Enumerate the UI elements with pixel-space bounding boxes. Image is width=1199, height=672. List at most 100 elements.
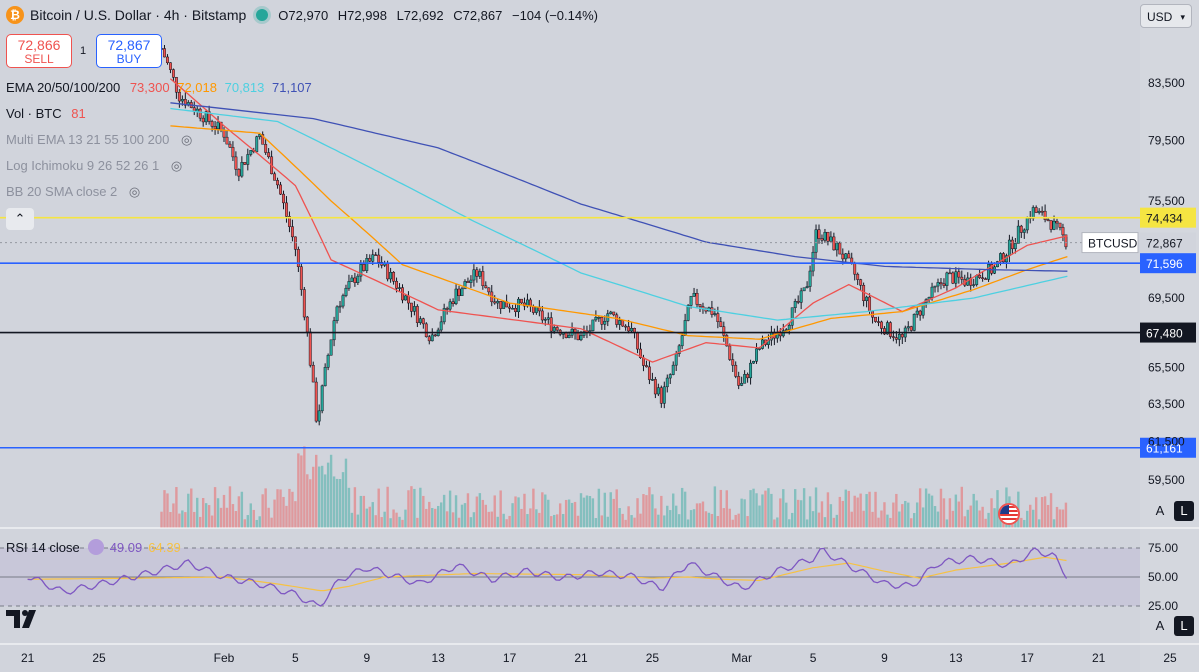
rsi-label: RSI 14 close (6, 539, 80, 555)
candle-body (508, 306, 512, 309)
volume-bar (954, 494, 958, 528)
eye-off-icon[interactable]: ◎ (170, 158, 183, 173)
candle-body (680, 335, 684, 347)
volume-bar (362, 495, 366, 528)
volume-bar (692, 509, 696, 528)
candle-body (463, 281, 467, 290)
candle-body (484, 285, 488, 289)
volume-bar (597, 488, 601, 528)
eye-off-icon[interactable]: ◎ (128, 184, 141, 199)
volume-bar (556, 514, 559, 528)
volume-bar (1043, 496, 1047, 528)
candle-body (692, 292, 696, 297)
volume-bar (936, 511, 940, 528)
currency-select[interactable]: USD ▾ (1140, 4, 1192, 28)
candle-body (311, 364, 315, 383)
volume-bar (704, 511, 708, 528)
volume-bar (1061, 509, 1065, 528)
volume-bar (356, 514, 360, 528)
candle-body (341, 295, 345, 307)
volume-legend[interactable]: Vol · BTC 81 (6, 106, 86, 121)
candle-body (936, 282, 940, 287)
volume-bar (380, 517, 383, 528)
candle-body (636, 332, 639, 350)
price-tick-label: 59,500 (1148, 473, 1185, 487)
candle-body (567, 334, 571, 338)
candle-body (365, 258, 369, 271)
volume-bar (282, 496, 285, 528)
candle-body (368, 258, 372, 262)
time-tick-label: 9 (881, 651, 888, 665)
auto-scale-button[interactable]: A (1155, 503, 1165, 518)
candle-body (957, 271, 961, 278)
symbol-title[interactable]: Bitcoin / U.S. Dollar · 4h · Bitstamp (30, 7, 247, 23)
volume-bar (817, 512, 821, 528)
ema-legend[interactable]: EMA 20/50/100/200 73,300 72,018 70,813 7… (6, 80, 312, 95)
volume-bar (930, 495, 934, 528)
volume-bar (710, 513, 714, 528)
candle-body (234, 156, 238, 170)
volume-bar (526, 514, 529, 528)
log-scale-button[interactable]: L (1174, 501, 1194, 521)
volume-bar (243, 519, 247, 528)
candle-body (305, 316, 309, 333)
volume-bar (862, 510, 865, 528)
bb-legend[interactable]: BB 20 SMA close 2 ◎ (6, 184, 140, 200)
volume-bar (669, 510, 672, 528)
rsi-log-scale-button[interactable]: L (1174, 616, 1194, 636)
volume-bar (731, 519, 734, 528)
candle-body (665, 377, 669, 388)
volume-bar (532, 488, 535, 528)
candle-body (939, 282, 943, 285)
volume-bar (201, 498, 205, 528)
volume-bar (249, 503, 252, 528)
multi-ema-legend[interactable]: Multi EMA 13 21 55 100 200 ◎ (6, 132, 192, 148)
volume-bar (285, 505, 288, 528)
volume-bar (383, 511, 386, 528)
candle-body (1043, 210, 1047, 220)
candle-body (347, 281, 351, 289)
buy-button[interactable]: 72,867 BUY (96, 34, 162, 68)
candle-body (540, 310, 544, 321)
candle-body (737, 376, 741, 386)
axes: 83,500 79,500 75,500 69,500 65,500 63,500 61,5… (0, 76, 1199, 665)
candle-body (624, 325, 628, 328)
volume-bar (921, 507, 925, 528)
candle-body (210, 121, 214, 127)
volume-bar (654, 508, 657, 528)
candle-body (728, 345, 732, 360)
volume-bar (871, 511, 874, 528)
candle-body (883, 328, 886, 335)
candle-body (1037, 210, 1041, 213)
candle-body (710, 307, 714, 315)
candle-body (249, 150, 253, 155)
candle-body (166, 56, 169, 63)
candle-body (502, 301, 506, 309)
level-price-tag (1140, 207, 1196, 228)
price-tick-label: 63,500 (1148, 397, 1185, 411)
volume-bar (799, 500, 803, 528)
tradingview-logo-icon[interactable] (6, 608, 42, 636)
eye-off-icon[interactable]: ◎ (180, 132, 193, 147)
rsi-legend[interactable]: RSI 14 close 49.09 64.39 (6, 539, 181, 555)
rsi-auto-scale-button[interactable]: A (1155, 618, 1165, 633)
candle-body (817, 229, 821, 239)
volume-bar (725, 490, 728, 528)
us-flag-icon[interactable] (998, 503, 1020, 525)
candle-body (576, 332, 580, 341)
rsi-settings-icon[interactable] (87, 539, 104, 555)
ichimoku-legend[interactable]: Log Ichimoku 9 26 52 26 1 ◎ (6, 158, 182, 174)
sell-button[interactable]: 72,866 SELL (6, 34, 72, 68)
candle-body (326, 354, 330, 368)
volume-bar (496, 516, 499, 528)
candle-body (171, 69, 175, 78)
collapse-legend-button[interactable]: ⌃ (6, 208, 34, 230)
volume-bar (984, 518, 987, 528)
candle-body (880, 321, 883, 329)
volume-bar (594, 518, 598, 528)
volume-bar (945, 519, 949, 528)
volume-bar (1040, 497, 1044, 528)
candle-body (695, 292, 699, 305)
candle-body (722, 326, 726, 336)
